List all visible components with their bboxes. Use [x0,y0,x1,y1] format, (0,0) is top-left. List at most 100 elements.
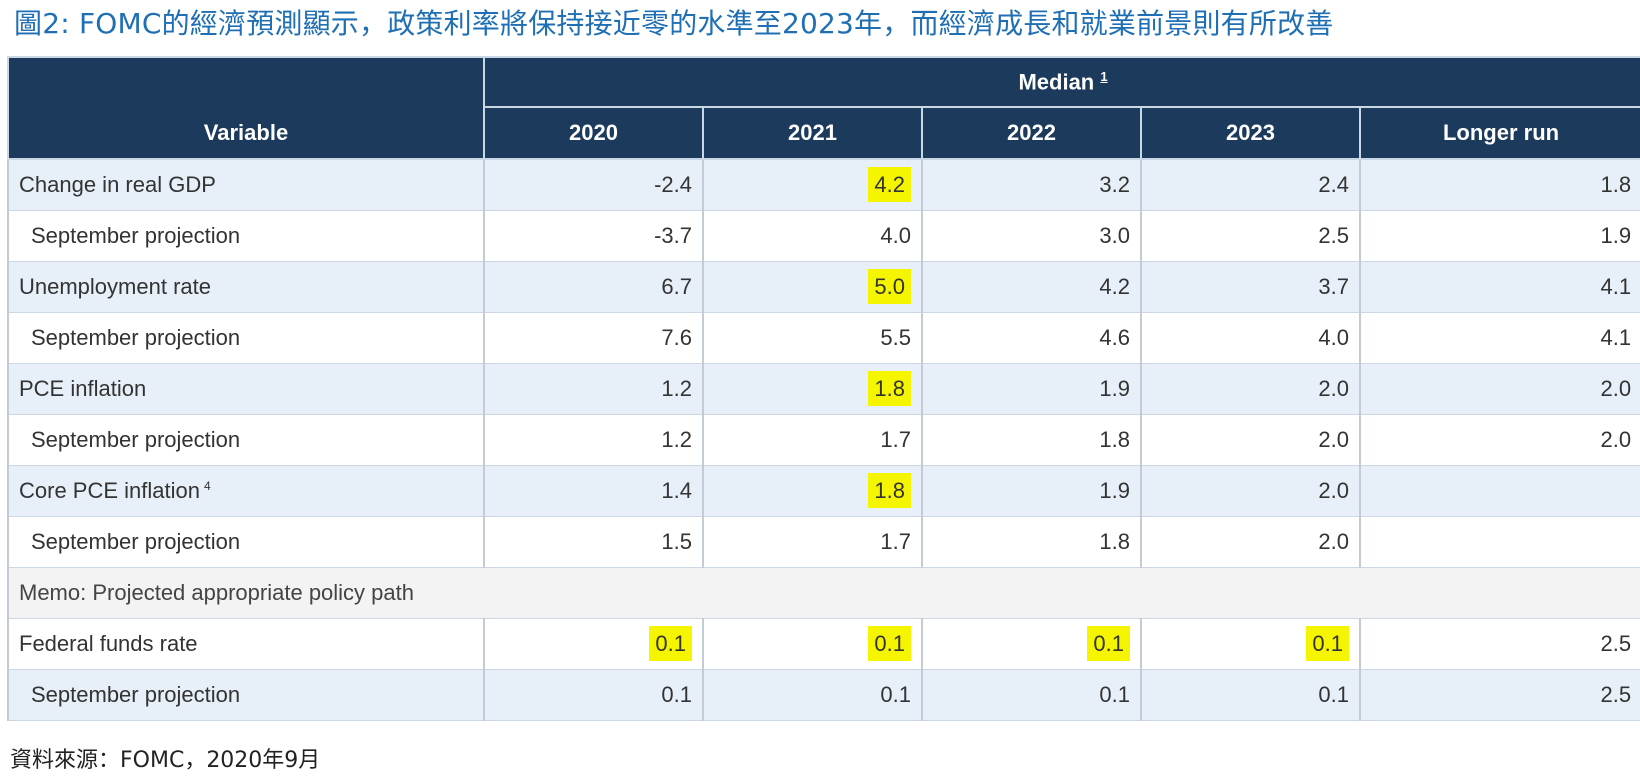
value-cell: 0.1 [483,618,704,670]
value: 4.0 [1318,325,1349,350]
value: 0.1 [661,682,692,707]
column-header: 2023 [1140,106,1361,160]
table-row: Federal funds rate 0.1 0.1 0.1 0.1 2.5 [7,618,1640,670]
value-cell: 1.2 [483,414,704,466]
value-cell: 0.1 [921,618,1142,670]
row-label: Core PCE inflation [19,478,200,503]
row-label: September projection [31,325,241,350]
value-cell: 3.0 [921,210,1142,262]
table-row: September projection 1.5 1.7 1.8 2.0 [7,516,1640,568]
value: 1.9 [1600,223,1632,248]
source-note: 資料來源：FOMC，2020年9月 [10,748,321,773]
value-cell: 3.2 [921,158,1142,211]
value-cell: 7.6 [483,312,704,364]
value: 2.0 [1318,427,1349,452]
page-title: 圖2: FOMC的經濟預測顯示，政策利率將保持接近零的水準至2023年，而經濟成… [14,7,1334,40]
value-cell: 4.1 [1358,261,1640,313]
highlighted-value: 0.1 [868,626,911,661]
value: 2.0 [1318,529,1349,554]
value-cell: 0.1 [1140,669,1361,721]
value-cell: 1.7 [702,516,923,568]
value-cell: 2.0 [1140,516,1361,568]
value: 3.7 [1318,274,1349,299]
value-cell: 1.4 [483,465,704,517]
value: -3.7 [654,223,692,248]
value: 1.2 [661,376,692,401]
column-header: Longer run [1358,106,1640,160]
value-cell: 2.5 [1358,669,1640,721]
value: 4.6 [1099,325,1130,350]
value-cell: 4.2 [921,261,1142,313]
value-cell: 2.0 [1358,363,1640,415]
value: 2.0 [1600,427,1632,452]
table-body: Change in real GDP -2.4 4.2 3.2 2.4 1.8 Septem… [6,158,1640,721]
table-row: Change in real GDP -2.4 4.2 3.2 2.4 1.8 [7,158,1640,211]
highlighted-value: 1.8 [868,473,911,508]
value: 1.9 [1099,478,1130,503]
value-cell: 4.1 [1358,312,1640,364]
value: 2.0 [1318,478,1349,503]
value-cell: 1.2 [483,363,704,415]
header-blank-cell [7,56,485,107]
value: 5.5 [880,325,911,350]
row-footnote-marker: 4 [203,479,211,493]
value: 4.0 [880,223,911,248]
table-row: PCE inflation 1.2 1.8 1.9 2.0 2.0 [7,363,1640,415]
highlighted-value: 0.1 [649,626,692,661]
median-footnote-link[interactable]: 1 [1100,68,1108,84]
value-cell: 1.8 [921,414,1142,466]
value-cell: -3.7 [483,210,704,262]
value: 1.7 [880,427,911,452]
memo-row: Memo: Projected appropriate policy path [6,567,1640,619]
row-label: September projection [31,682,241,707]
value: 1.8 [1099,529,1130,554]
value-cell: 2.0 [1140,414,1361,466]
median-group-header: Median 1 [482,56,1640,108]
row-label: September projection [31,223,241,248]
table-row: September projection 1.2 1.7 1.8 2.0 2.0 [7,414,1640,466]
value-cell: 2.5 [1358,618,1640,670]
highlighted-value: 0.1 [1306,626,1349,661]
value-cell: 1.5 [483,516,704,568]
row-label-cell: September projection [7,210,485,262]
value-cell: 5.5 [702,312,923,364]
value-cell: 1.9 [921,465,1142,517]
value-cell: 0.1 [702,618,923,670]
value-cell: 2.5 [1140,210,1361,262]
value: 2.0 [1600,376,1632,401]
value-cell: 1.9 [921,363,1142,415]
value: 2.5 [1600,631,1632,656]
value: 2.5 [1600,682,1632,707]
value-cell: 4.0 [702,210,923,262]
value: 7.6 [661,325,692,350]
value-cell: 2.0 [1140,363,1361,415]
variable-column-header: Variable [7,107,485,160]
value-cell: 0.1 [1140,618,1361,670]
value-cell: 1.7 [702,414,923,466]
table-row: September projection 0.1 0.1 0.1 0.1 2.5 [7,669,1640,721]
value: 0.1 [880,682,911,707]
value: 3.2 [1099,172,1130,197]
value-cell: 3.7 [1140,261,1361,313]
table-row: September projection -3.7 4.0 3.0 2.5 1.9 [7,210,1640,262]
value: 2.4 [1318,172,1349,197]
row-label-cell: Federal funds rate [7,618,485,670]
value: 2.5 [1318,223,1349,248]
value: 3.0 [1099,223,1130,248]
table-row: Unemployment rate 6.7 5.0 4.2 3.7 4.1 [7,261,1640,313]
value: 4.1 [1600,274,1632,299]
column-header: 2021 [702,106,923,160]
value: 1.9 [1099,376,1130,401]
value-cell: 4.2 [702,158,923,211]
value-cell: 1.8 [702,465,923,517]
value-cell: 1.8 [702,363,923,415]
value-cell: 6.7 [483,261,704,313]
value: 4.2 [1099,274,1130,299]
value-cell: 4.6 [921,312,1142,364]
row-label: Federal funds rate [19,631,198,656]
value: 1.7 [880,529,911,554]
value: 1.8 [1600,172,1632,197]
column-header: 2022 [921,106,1142,160]
value: -2.4 [654,172,692,197]
value-cell: 2.0 [1358,414,1640,466]
